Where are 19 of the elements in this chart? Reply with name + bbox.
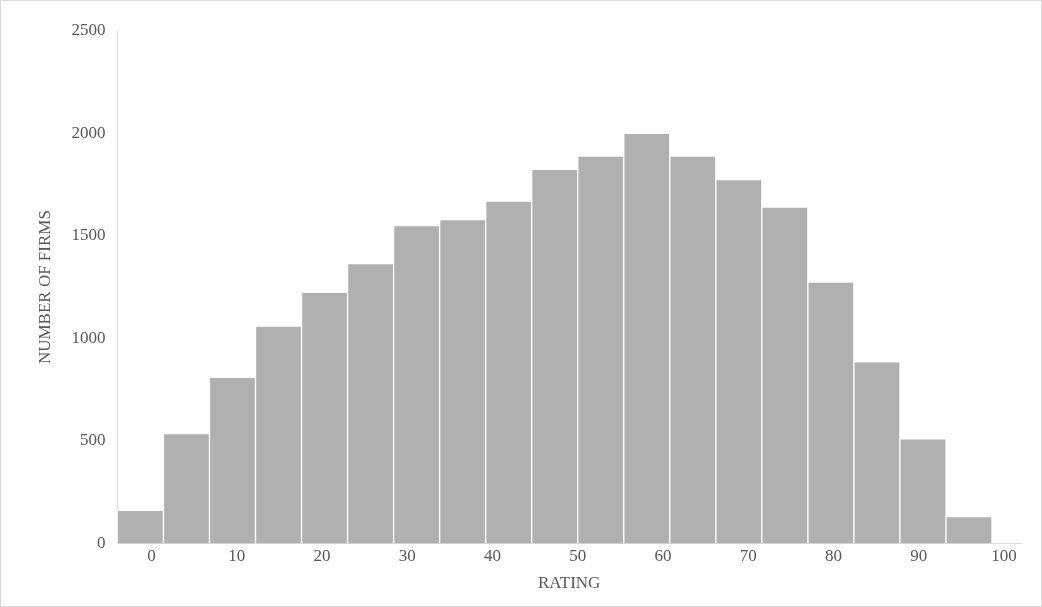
x-tick-label: 30 [398,545,416,565]
y-tick-label: 2000 [71,122,106,142]
y-tick-label: 500 [79,430,106,450]
x-tick-label: 70 [739,545,757,565]
x-tick-label: 40 [483,545,501,565]
x-tick-label: 90 [910,545,928,565]
x-axis-title: RATING [538,573,601,593]
y-tick-label: 2500 [71,20,106,40]
y-tick-label: 0 [96,532,106,552]
x-tick-label: 80 [824,545,842,565]
x-tick-label: 60 [654,545,672,565]
x-tick-label: 50 [569,545,587,565]
x-tick-label: 20 [313,545,331,565]
x-tick-label: 100 [991,545,1017,565]
x-tick-label: 10 [228,545,246,565]
y-axis-title: NUMBER OF FIRMS [34,210,54,365]
y-tick-label: 1500 [71,225,106,245]
y-tick-label: 1000 [71,327,106,347]
x-tick-label: 0 [147,545,156,565]
